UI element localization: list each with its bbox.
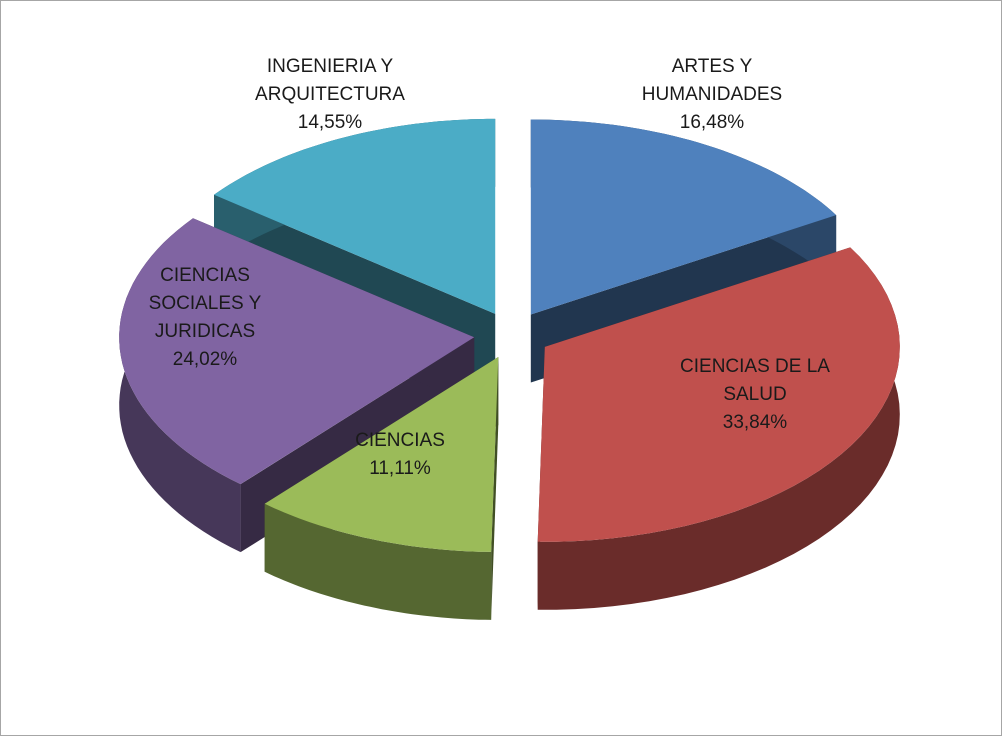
category-name: CIENCIAS SOCIALES Y JURIDICAS <box>148 265 262 342</box>
slice-label: INGENIERIA Y ARQUITECTURA 14,55% <box>243 53 418 137</box>
slice-outer-wall <box>537 247 900 610</box>
pie-slice <box>530 119 837 315</box>
pie-slice <box>214 118 496 314</box>
value-label: 11,11% <box>369 458 431 479</box>
slice-outer-wall <box>264 503 492 620</box>
slice-label: CIENCIAS SOCIALES Y JURIDICAS 24,02% <box>138 262 273 374</box>
slice-label: CIENCIAS 11,11% <box>330 427 470 483</box>
category-name: CIENCIAS DE LA SALUD <box>680 356 830 405</box>
value-label: 24,02% <box>172 349 238 370</box>
slice-label: ARTES Y HUMANIDADES 16,48% <box>627 53 797 137</box>
value-label: 14,55% <box>297 112 363 133</box>
category-name: CIENCIAS <box>355 430 445 451</box>
pie-slice <box>264 356 499 552</box>
value-label: 33,84% <box>722 412 788 433</box>
category-name: INGENIERIA Y ARQUITECTURA <box>255 56 405 105</box>
value-label: 16,48% <box>679 112 745 133</box>
slice-label: CIENCIAS DE LA SALUD 33,84% <box>660 353 850 437</box>
category-name: ARTES Y HUMANIDADES <box>641 56 783 105</box>
pie-slice <box>119 218 475 485</box>
pie-slice <box>537 247 900 542</box>
